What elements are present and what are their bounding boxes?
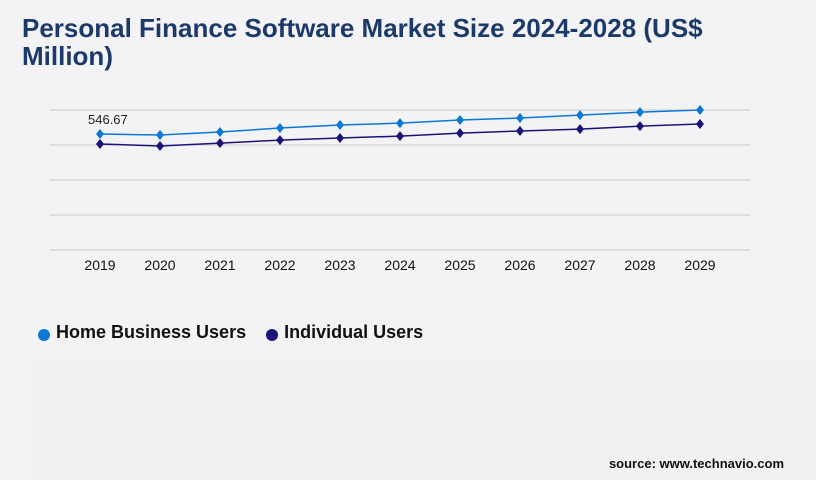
line-chart: 2019 2020 2021 2022 2023 2024 2025 2026 2027 2028… [50,105,750,273]
data-point [516,113,524,124]
chart-title: Personal Finance Software Market Size 20… [22,13,703,71]
legend-label: Individual Users [284,322,424,342]
data-point [456,114,464,125]
legend-background [32,360,816,480]
data-point [156,130,164,141]
data-point [156,141,164,152]
x-tick-label: 2028 [624,257,655,273]
data-point [396,131,404,142]
legend-item-individual-users[interactable]: Individual Users [266,322,423,343]
legend-marker-icon [38,328,50,341]
data-point [696,119,704,129]
data-point [216,127,224,138]
data-point [216,138,224,149]
data-label: 546.67 [88,112,128,127]
x-tick-label: 2019 [84,257,115,273]
legend-item-home-business-users[interactable]: Home Business Users [38,322,246,343]
x-tick-label: 2025 [444,257,475,273]
data-point [636,121,644,132]
source-text: source: www.technavio.com [608,456,784,471]
x-tick-label: 2020 [144,257,175,273]
data-point [576,110,584,121]
data-point [276,123,284,134]
data-point [576,124,584,135]
data-point [696,105,704,115]
legend: Home Business Users Individual Users [38,322,443,343]
data-point [396,118,404,129]
data-point [636,107,644,118]
data-point [96,138,104,149]
x-tick-label: 2022 [264,257,295,273]
data-point [276,135,284,146]
x-tick-label: 2027 [564,257,595,273]
data-point [456,128,464,139]
data-point [516,126,524,136]
x-tick-label: 2029 [684,257,715,273]
data-point [336,120,344,131]
legend-label: Home Business Users [56,322,247,342]
x-tick-label: 2023 [324,257,355,273]
data-point [96,129,104,140]
x-tick-label: 2024 [384,257,415,273]
data-point [336,133,344,143]
x-tick-label: 2021 [204,257,235,273]
legend-marker-icon [266,328,279,341]
x-tick-label: 2026 [504,257,535,273]
